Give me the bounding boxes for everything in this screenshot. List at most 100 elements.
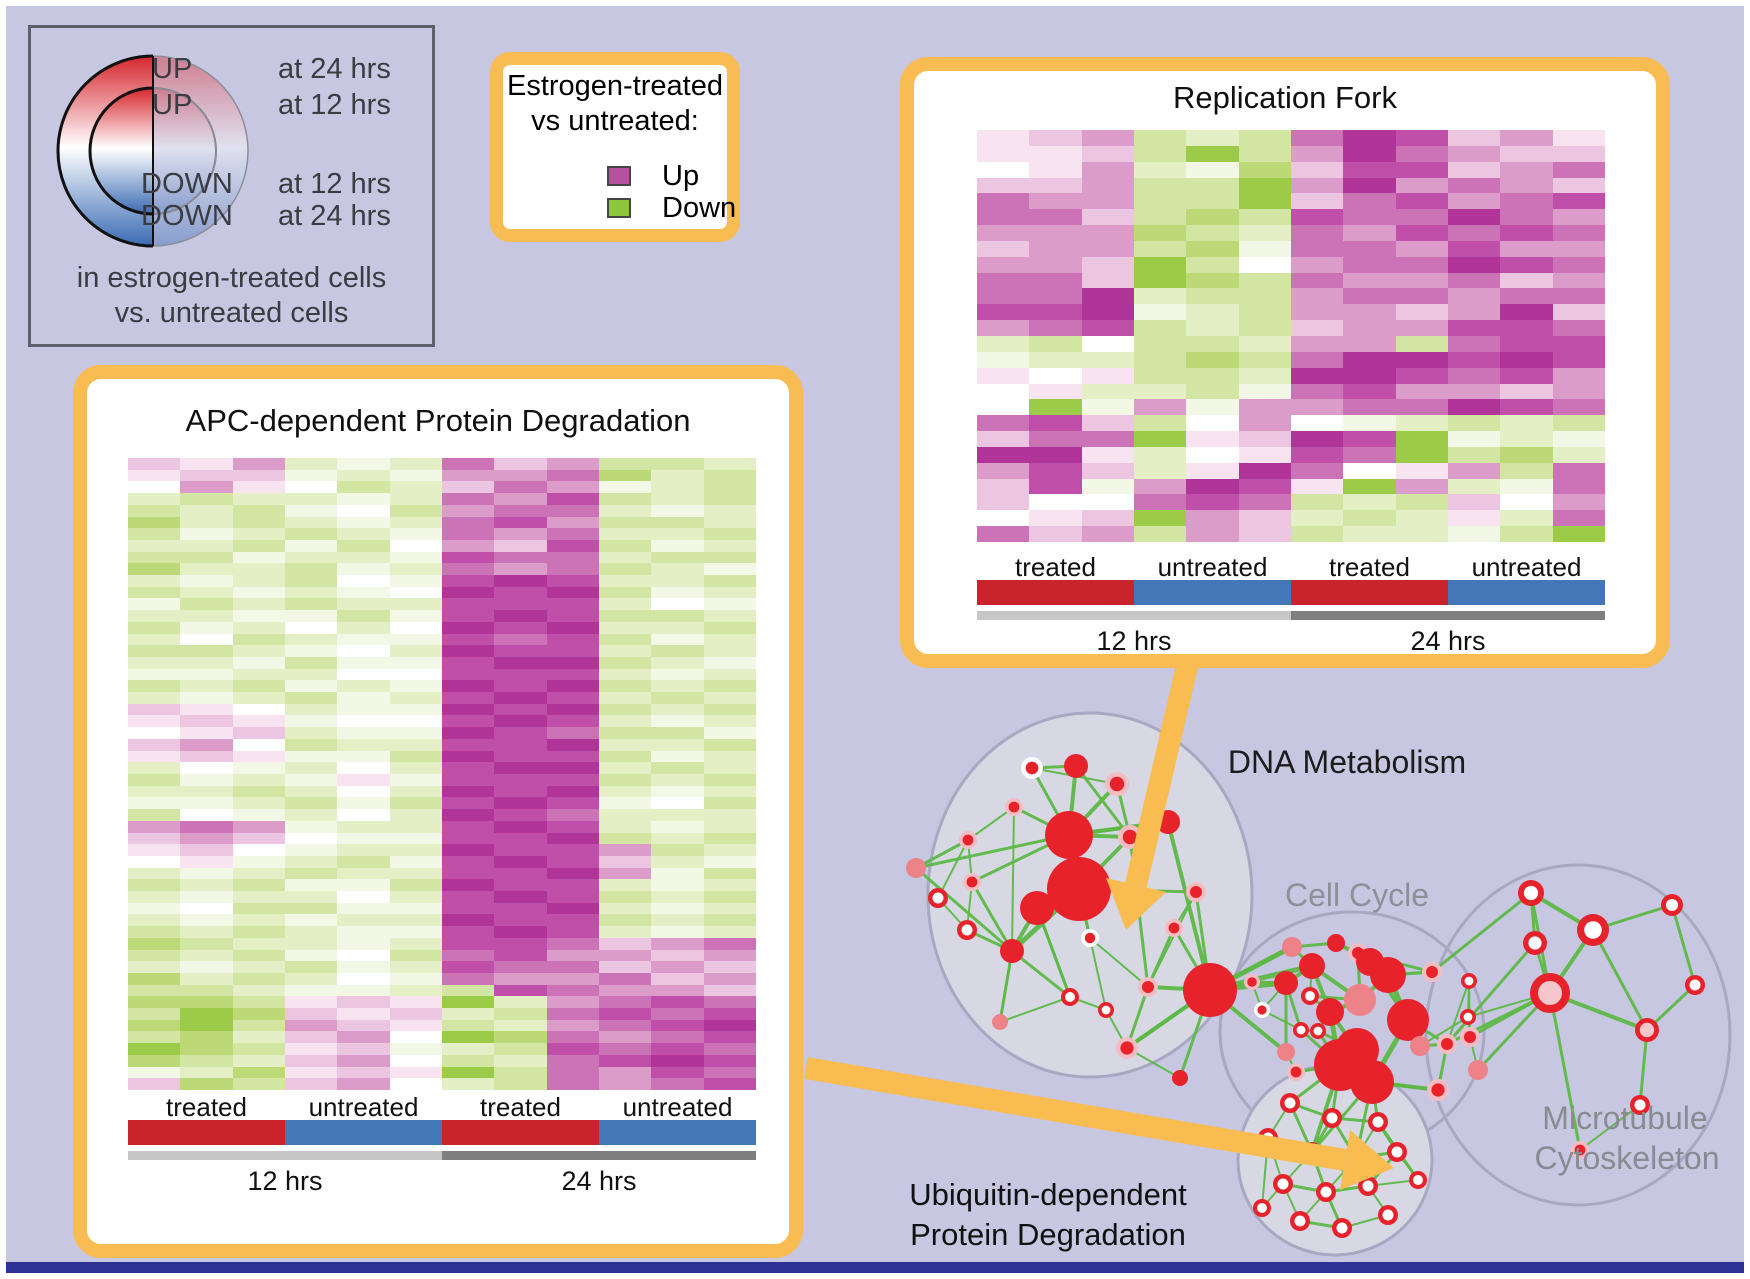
heatmap-cell [1133, 193, 1187, 210]
heatmap-cell [180, 762, 233, 774]
untreated-bar [285, 1120, 442, 1145]
apc-heatmap [128, 458, 756, 1090]
network-node [1000, 939, 1024, 963]
heatmap-cell [232, 1066, 285, 1079]
heatmap-cell [1081, 431, 1134, 447]
heatmap-cell [977, 367, 1030, 384]
heatmap-cell [1500, 272, 1553, 289]
heatmap-cell [1133, 130, 1187, 146]
network-node [1274, 971, 1298, 995]
heatmap-cell [651, 797, 704, 810]
heatmap-cell [337, 703, 390, 716]
network-node [1282, 937, 1302, 957]
heatmap-cell [1395, 494, 1448, 511]
heatmap-cell [494, 458, 547, 470]
heatmap-cell [389, 1054, 442, 1067]
heatmap-cell [180, 680, 233, 693]
network-node [992, 1014, 1008, 1030]
heatmap-cell [389, 832, 442, 845]
heatmap-cell [977, 225, 1030, 241]
legend-at-12b: at 12 hrs [278, 168, 391, 200]
heatmap-cell [441, 762, 495, 774]
heatmap-cell [494, 703, 547, 716]
heatmap-cell [1343, 399, 1396, 416]
heatmap-cell [284, 633, 338, 646]
heatmap-cell [598, 1008, 652, 1020]
heatmap-cell [180, 539, 233, 552]
heatmap-cell [1186, 145, 1239, 162]
heatmap-cell [1395, 415, 1448, 432]
heatmap-cell [1552, 399, 1605, 416]
heatmap-cell [1238, 240, 1291, 257]
heatmap-cell [1290, 272, 1344, 289]
heatmap-cell [389, 458, 442, 470]
heatmap-cell [180, 914, 233, 927]
heatmap-cell [1029, 256, 1082, 273]
heatmap-cell [180, 469, 233, 482]
network-node-core [932, 892, 944, 904]
heatmap-cell [441, 645, 495, 657]
heatmap-cell [337, 469, 390, 482]
network-node-core [1523, 885, 1539, 901]
heatmap-cell [1238, 494, 1291, 511]
network-edge [1011, 806, 1015, 952]
heatmap-cell [1552, 161, 1605, 178]
cluster-label: Protein Degradation [910, 1217, 1186, 1252]
heatmap-cell [232, 598, 285, 611]
heatmap-cell [284, 832, 338, 845]
heatmap-cell [180, 820, 233, 833]
heatmap-cell [389, 902, 442, 915]
heatmap-cell [441, 1043, 495, 1055]
heatmap-cell [1290, 130, 1344, 146]
heatmap-cell [337, 727, 390, 739]
heatmap-cell [1447, 130, 1501, 146]
heatmap-cell [232, 832, 285, 845]
heatmap-cell [494, 516, 547, 529]
heatmap-cell [284, 458, 338, 470]
heatmap-cell [494, 961, 547, 973]
heatmap-cell [1447, 240, 1501, 257]
heatmap-cell [546, 575, 599, 587]
heatmap-cell [284, 469, 338, 482]
heatmap-cell [1343, 383, 1396, 400]
heatmap-cell [1500, 462, 1553, 479]
heatmap-cell [977, 320, 1030, 336]
network-edge [1591, 928, 1649, 1032]
heatmap-cell [337, 855, 390, 868]
heatmap-cell [1290, 478, 1344, 495]
heatmap-cell [1343, 367, 1396, 384]
heatmap-cell [337, 996, 390, 1009]
heatmap-cell [703, 528, 756, 540]
heatmap-cell [232, 727, 285, 739]
heatmap-cell [494, 1008, 547, 1020]
heatmap-cell [1029, 526, 1082, 542]
heatmap-cell [337, 668, 390, 681]
heatmap-cell [1447, 272, 1501, 289]
heatmap-cell [389, 610, 442, 622]
heatmap-cell [1343, 161, 1396, 178]
network-node [1172, 1070, 1188, 1086]
heatmap-cell [977, 256, 1030, 273]
heatmap-cell [977, 462, 1030, 479]
heatmap-cell [1290, 351, 1344, 368]
heatmap-cell [1133, 256, 1187, 273]
heatmap-cell [441, 1031, 495, 1044]
heatmap-cell [1186, 462, 1239, 479]
heatmap-cell [1395, 288, 1448, 305]
heatmap-cell [389, 504, 442, 517]
heatmap-cell [441, 855, 495, 868]
heatmap-cell [1081, 288, 1134, 305]
legend-down-12: DOWN [141, 168, 233, 200]
cluster-label: DNA Metabolism [1228, 744, 1466, 780]
heatmap-cell [1133, 288, 1187, 305]
heatmap-cell [389, 645, 442, 657]
legend-at-24: at 24 hrs [278, 53, 391, 85]
heatmap-cell [441, 1054, 495, 1067]
heatmap-cell [232, 1054, 285, 1067]
heatmap-cell [1500, 415, 1553, 432]
heatmap-cell [1133, 510, 1187, 527]
heatmap-cell [977, 304, 1030, 321]
heatmap-cell [598, 703, 652, 716]
heatmap-cell [546, 926, 599, 938]
network-node-core [1413, 1175, 1423, 1185]
